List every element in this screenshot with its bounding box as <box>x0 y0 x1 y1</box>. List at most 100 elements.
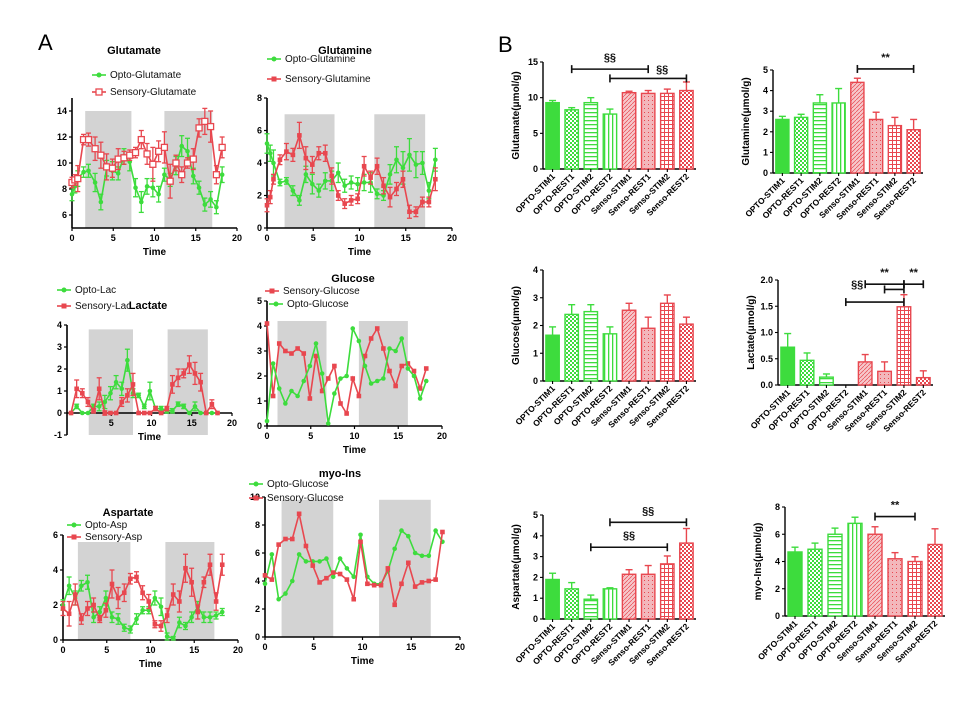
data-point <box>387 368 392 374</box>
y-tick-label: 1.0 <box>760 328 773 338</box>
data-point <box>368 381 374 386</box>
data-point <box>201 579 207 585</box>
lactate-time-chart: -1 0 1 2 3 4 5 10 15 20 Time Lactate Opto-Lac Sensory… <box>54 285 237 443</box>
data-point <box>316 188 322 193</box>
data-point <box>269 552 275 557</box>
data-point <box>208 197 213 202</box>
data-point <box>362 363 368 369</box>
lactate-bar-chart: 0.00.51.01.52.0Lactate(μmol/g)OPTO-STIM1… <box>746 267 933 434</box>
myoins-time-chart: 024681005101520Timemyo-InsOpto-GlucoseSe… <box>249 468 465 667</box>
bar <box>850 81 865 174</box>
legend-marker <box>271 76 277 82</box>
data-point <box>310 563 316 568</box>
data-point <box>209 410 215 416</box>
data-point <box>74 404 79 409</box>
data-point <box>433 528 438 533</box>
x-axis-label: Time <box>343 445 367 456</box>
data-point <box>310 162 315 167</box>
x-axis-label: Time <box>351 656 375 667</box>
y-tick-label: 0.5 <box>760 354 773 364</box>
data-point <box>405 366 411 371</box>
data-point <box>303 155 309 161</box>
panel-label-a: A <box>38 30 53 55</box>
y-axis-label: Glutamine(μmol/g) <box>741 77 752 165</box>
aspartate-time-chart: 0 2 4 6 0 5 10 15 20 Time AspartateOpto-AspSensory… <box>53 507 243 670</box>
data-point <box>411 368 417 374</box>
data-point <box>125 357 130 363</box>
data-point <box>68 410 74 416</box>
data-point <box>413 209 419 215</box>
stimulation-shaded-region <box>88 329 133 435</box>
y-tick-label: 15 <box>528 57 538 67</box>
bar <box>583 310 599 382</box>
data-point <box>351 574 357 580</box>
x-tick-label: 5 <box>109 418 114 428</box>
data-point <box>264 321 270 326</box>
data-point <box>400 165 406 171</box>
data-point <box>113 379 119 385</box>
data-point <box>290 188 296 193</box>
significance-label: §§ <box>851 279 863 291</box>
data-point <box>91 602 96 608</box>
data-point <box>392 602 397 608</box>
data-point <box>277 157 283 163</box>
y-tick-label: 6 <box>257 126 262 136</box>
bar <box>857 361 873 386</box>
data-point <box>426 578 432 584</box>
data-point <box>348 180 354 185</box>
data-point <box>154 147 163 155</box>
data-point <box>374 378 380 384</box>
data-point <box>426 188 432 193</box>
data-point <box>202 202 208 207</box>
data-point <box>108 390 113 396</box>
legend-marker <box>71 534 77 540</box>
data-point <box>140 590 145 596</box>
data-point <box>113 410 119 416</box>
y-tick-label: 0 <box>533 376 538 386</box>
y-tick-label: 4 <box>533 531 538 541</box>
x-tick-label: 5 <box>311 642 316 652</box>
y-tick-label: 8 <box>62 184 67 194</box>
y-tick-label: 2 <box>53 600 58 610</box>
legend-marker <box>273 301 279 307</box>
data-point <box>152 621 158 627</box>
data-point <box>271 160 276 166</box>
data-point <box>394 157 399 163</box>
data-point <box>162 172 167 177</box>
data-point <box>399 528 404 533</box>
data-point <box>164 613 170 618</box>
aspartate-bar-chart: 012345Aspartate(μmol/g)OPTO-STIM1OPTO-RE… <box>511 505 696 668</box>
data-point <box>181 371 187 376</box>
data-point <box>303 172 309 177</box>
y-tick-label: 0 <box>257 421 262 431</box>
data-point <box>109 581 115 587</box>
data-point <box>143 150 151 158</box>
x-tick-label: 20 <box>455 642 465 652</box>
y-tick-label: 1 <box>533 593 538 603</box>
y-axis-label: Glutamate(μmol/g) <box>511 71 522 159</box>
data-point <box>131 148 140 157</box>
legend-marker <box>61 303 67 309</box>
data-point <box>189 155 197 163</box>
y-tick-label: 4 <box>57 320 62 330</box>
data-point <box>103 607 109 613</box>
bar <box>847 522 863 617</box>
data-point <box>319 388 325 394</box>
data-point <box>84 135 93 144</box>
data-point <box>267 150 273 156</box>
x-tick-label: 0 <box>264 233 269 243</box>
data-point <box>144 184 150 189</box>
data-point <box>356 338 362 344</box>
data-point <box>79 583 84 589</box>
x-tick-label: 15 <box>401 233 411 243</box>
data-point <box>330 574 336 580</box>
x-tick-label: 10 <box>147 418 157 428</box>
data-point <box>172 159 180 167</box>
y-axis-label: Glucose(μmol/g) <box>511 286 522 365</box>
series-line-sensory <box>266 132 437 213</box>
data-point <box>86 168 91 174</box>
data-point <box>96 386 102 392</box>
data-point <box>301 351 307 356</box>
data-point <box>195 124 203 132</box>
data-point <box>92 180 98 185</box>
